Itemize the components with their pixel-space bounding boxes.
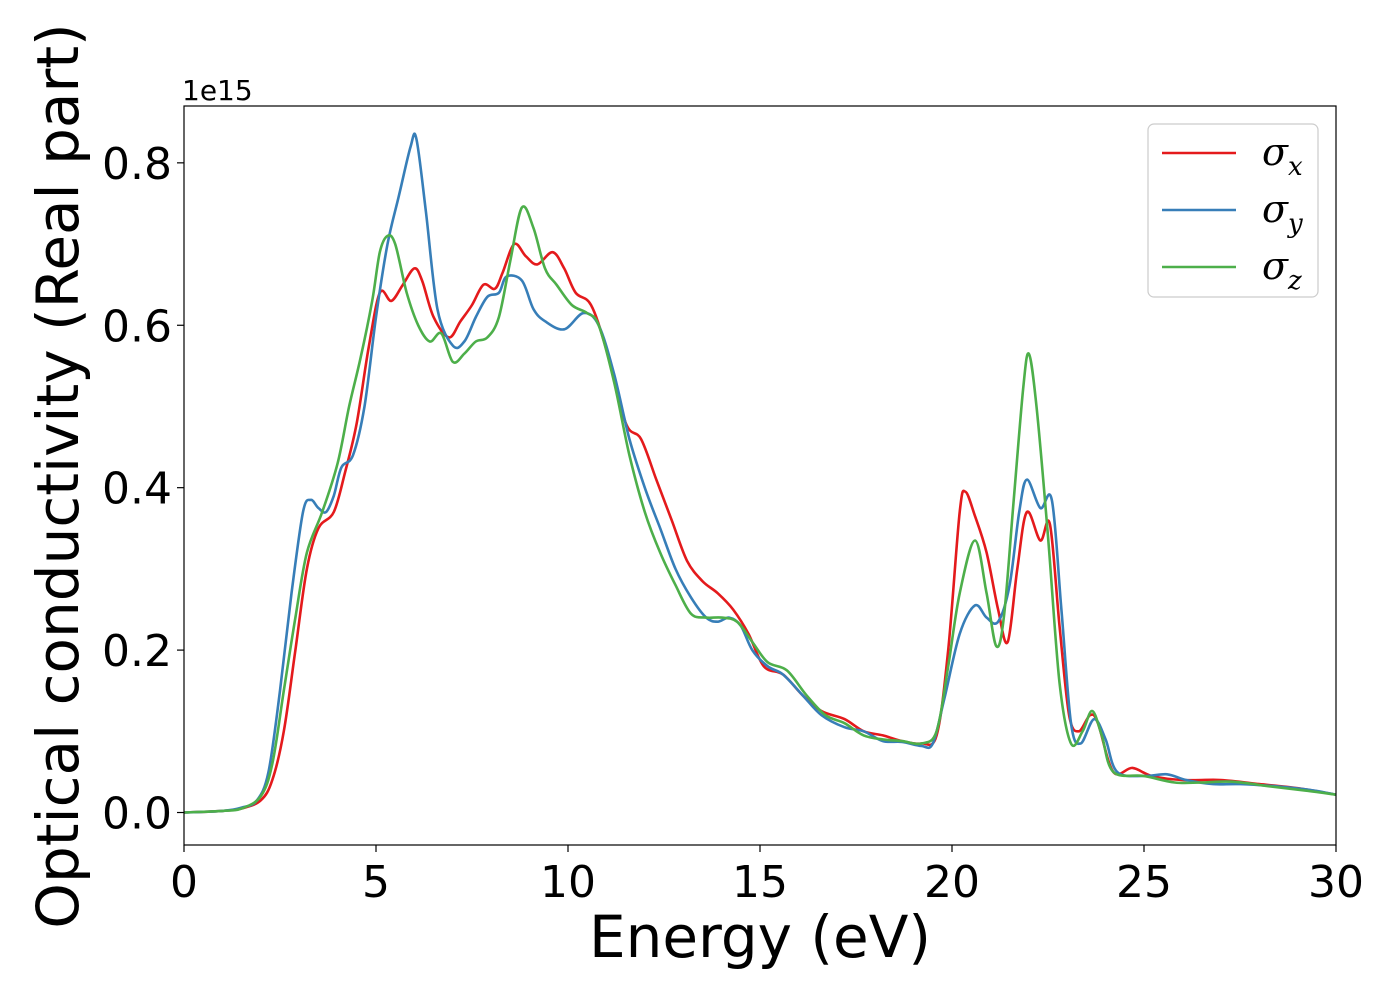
series-line-y	[183, 132, 1337, 814]
series-line-x	[183, 242, 1337, 814]
y-axis-title: Optical conductivity (Real part)	[24, 23, 92, 928]
y-tick-label: 0.4	[102, 464, 172, 515]
x-tick-label: 25	[1116, 857, 1172, 908]
y-tick-label: 0.6	[102, 301, 172, 352]
x-tick-label: 30	[1308, 857, 1364, 908]
series-layer	[183, 132, 1337, 814]
legend-label-z: σz	[1262, 244, 1302, 296]
legend-label-x: σx	[1262, 130, 1303, 182]
x-tick-label: 20	[924, 857, 980, 908]
x-tick-label: 10	[540, 857, 596, 908]
y-tick-label: 0.2	[102, 626, 172, 677]
y-exponent-label: 1e15	[182, 74, 253, 107]
series-line-z	[183, 205, 1337, 814]
y-tick-label: 0.8	[102, 139, 172, 190]
y-axis: 0.0 0.2 0.4 0.6 0.8	[102, 139, 184, 840]
x-tick-label: 5	[362, 857, 390, 908]
x-axis: 0 5 10 15 20 25 30	[170, 845, 1364, 908]
x-axis-title: Energy (eV)	[589, 903, 931, 971]
legend-label-y: σy	[1262, 187, 1303, 239]
y-tick-label: 0.0	[102, 789, 172, 840]
x-tick-label: 15	[732, 857, 788, 908]
x-tick-label: 0	[170, 857, 198, 908]
